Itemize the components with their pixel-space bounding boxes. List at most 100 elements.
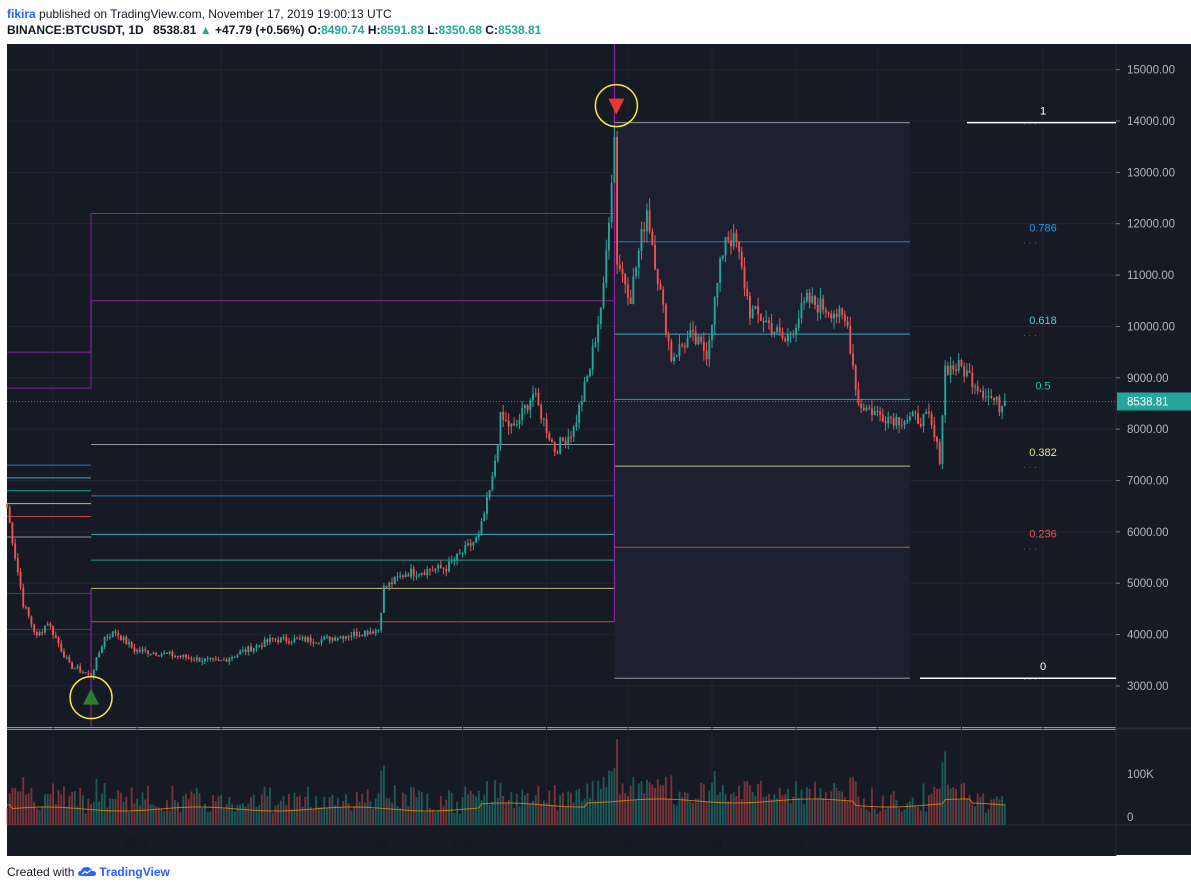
volume-bar <box>209 811 212 825</box>
candle-body <box>125 636 128 645</box>
volume-bar <box>952 787 955 825</box>
candle-body <box>174 656 177 658</box>
y-tick-label: 9000.00 <box>1127 373 1169 385</box>
candle-body <box>277 639 280 643</box>
volume-bar <box>889 794 892 825</box>
volume-bar <box>949 788 952 825</box>
candle-body <box>814 295 816 305</box>
candle-body <box>648 210 651 232</box>
volume-bar <box>467 794 469 825</box>
low-label: L: <box>427 23 439 37</box>
candle-body <box>206 658 209 660</box>
volume-bar <box>111 798 114 825</box>
y-tick-label: 6000.00 <box>1127 527 1169 539</box>
volume-bar <box>90 804 93 825</box>
volume-bar <box>361 793 364 825</box>
candle-body <box>545 418 548 434</box>
candle-body <box>876 410 879 412</box>
volume-bar <box>781 795 784 825</box>
volume-bar <box>307 786 309 825</box>
x-tick-label: Apr <box>372 837 390 849</box>
volume-bar <box>656 779 659 825</box>
volume-bar <box>317 807 320 825</box>
candle-body <box>689 329 692 338</box>
candle-body <box>542 418 545 420</box>
price-pane[interactable] <box>7 44 1116 727</box>
volume-bar <box>965 799 968 825</box>
candle-body <box>464 545 467 553</box>
volume-bar <box>773 794 776 825</box>
candle-body <box>803 301 806 304</box>
volume-bar <box>92 801 95 825</box>
volume-bar <box>8 793 11 825</box>
candle-body <box>122 636 125 641</box>
volume-bar <box>236 804 239 825</box>
candle-body <box>469 543 472 546</box>
candle-body <box>491 476 494 491</box>
candle-body <box>214 658 217 660</box>
volume-bar <box>44 794 46 825</box>
volume-bar <box>523 795 526 825</box>
fib-level-label: 0.618 <box>1029 315 1057 327</box>
author-name[interactable]: fikira <box>7 7 36 21</box>
volume-bar <box>201 807 204 825</box>
volume-bar <box>480 800 483 825</box>
price-chart[interactable]: 15000.0014000.0013000.0012000.0011000.00… <box>0 0 1191 860</box>
volume-bar <box>944 751 947 825</box>
x-tick-label: Jun <box>537 837 556 849</box>
candle-body <box>721 255 724 259</box>
candle-body <box>353 631 356 636</box>
volume-bar <box>987 808 990 825</box>
candle-body <box>599 307 602 325</box>
volume-bar <box>526 793 529 825</box>
last-price-tag <box>1117 392 1191 411</box>
candle-body <box>645 210 648 232</box>
candle-body <box>681 344 684 346</box>
volume-bar <box>683 792 686 825</box>
volume-bar <box>355 792 358 825</box>
candle-body <box>770 323 773 334</box>
volume-bar <box>494 780 497 825</box>
candle-body <box>347 636 350 638</box>
candle-body <box>255 645 258 649</box>
candle-body <box>30 616 33 625</box>
candle-body <box>423 572 426 575</box>
time-scale[interactable] <box>7 825 1116 856</box>
volume-bar <box>103 783 106 825</box>
volume-pane[interactable] <box>7 730 1116 825</box>
volume-bar <box>808 788 811 825</box>
candle-body <box>673 356 675 361</box>
candle-body <box>727 237 730 241</box>
candle-body <box>236 654 239 657</box>
volume-bar <box>822 798 825 825</box>
candle-body <box>884 421 887 424</box>
candle-body <box>437 564 440 569</box>
volume-bar <box>721 784 724 825</box>
candle-body <box>269 638 271 643</box>
volume-bar <box>271 812 274 825</box>
volume-bar <box>843 797 846 825</box>
tradingview-logo[interactable]: TradingView <box>78 865 170 879</box>
price-scale[interactable] <box>1116 44 1191 855</box>
candle-body <box>453 560 456 562</box>
candle-body <box>594 342 597 347</box>
candle-body <box>233 656 236 658</box>
candle-body <box>111 631 114 638</box>
volume-bar <box>336 797 339 825</box>
high-label: H: <box>367 23 381 37</box>
created-with-label: Created with <box>7 865 75 879</box>
volume-bar <box>76 806 79 825</box>
candle-body <box>784 338 787 342</box>
volume-bar <box>353 807 356 825</box>
candle-body <box>488 490 491 498</box>
candle-body <box>654 244 656 270</box>
volume-bar <box>697 798 700 825</box>
close-label: C: <box>485 23 498 37</box>
candle-body <box>217 659 220 661</box>
volume-bar <box>917 806 920 825</box>
candle-body <box>900 424 903 426</box>
candle-body <box>483 513 486 522</box>
volume-bar <box>247 803 250 825</box>
last-price-tag-label: 8538.81 <box>1127 396 1169 408</box>
volume-bar <box>914 806 917 825</box>
